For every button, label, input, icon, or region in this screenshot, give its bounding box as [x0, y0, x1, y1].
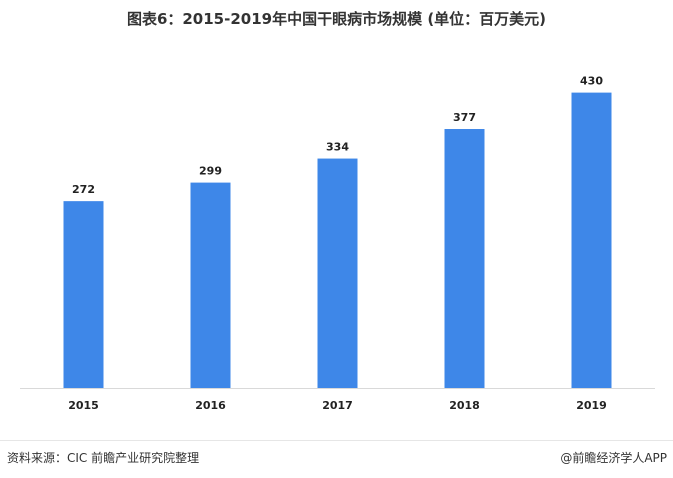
x-tick-2017: 2017 [322, 399, 353, 412]
x-tick-labels: 2015 2016 2017 2018 2019 [68, 399, 607, 412]
data-label-2015: 272 [72, 183, 95, 196]
data-label-2018: 377 [453, 111, 476, 124]
credit-note: @前瞻经济学人APP [560, 451, 667, 465]
bar-2016 [190, 182, 231, 388]
bars-layer [63, 92, 612, 388]
source-note: 资料来源：CIC 前瞻产业研究院整理 [7, 451, 200, 465]
data-label-2017: 334 [326, 141, 349, 154]
data-label-2019: 430 [580, 75, 603, 88]
labels-layer: 272 299 334 377 430 [72, 75, 603, 197]
chart-title: 图表6：2015-2019年中国干眼病市场规模 (单位：百万美元) [126, 10, 547, 28]
x-tick-2015: 2015 [68, 399, 99, 412]
bar-2018 [444, 129, 485, 388]
bar-2017 [317, 158, 358, 388]
bar-2019 [571, 92, 612, 388]
bar-2015 [63, 201, 104, 388]
data-label-2016: 299 [199, 165, 222, 178]
footer-divider [0, 440, 673, 441]
x-tick-2016: 2016 [195, 399, 226, 412]
x-tick-2019: 2019 [576, 399, 607, 412]
x-tick-2018: 2018 [449, 399, 480, 412]
